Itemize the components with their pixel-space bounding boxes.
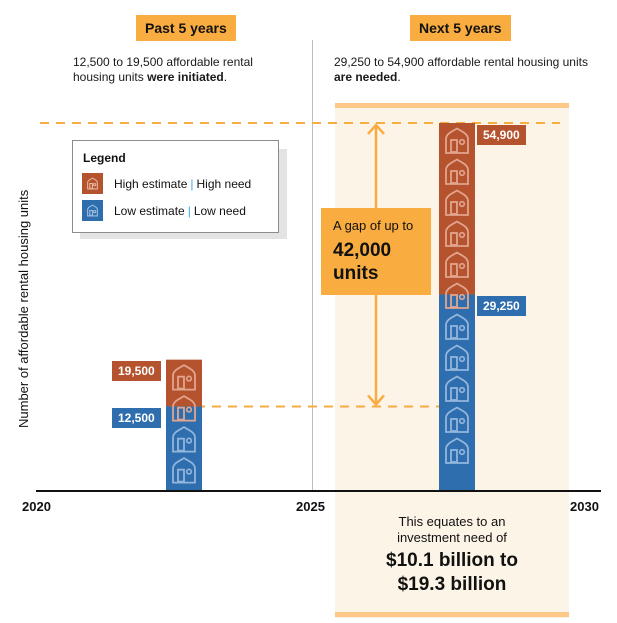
house-icon: [445, 189, 469, 216]
gap-callout-intro: A gap of up to: [333, 218, 414, 233]
house-icon: [445, 251, 469, 278]
legend-item-low: Low estimate | Low need: [82, 200, 246, 221]
gap-callout: A gap of up to 42,000 units: [321, 208, 431, 295]
next-description: 29,250 to 54,900 affordable rental housi…: [334, 55, 588, 84]
house-icon: [445, 220, 469, 247]
legend-swatch-high: [82, 173, 103, 194]
house-icon: [87, 204, 98, 217]
legend: Legend High estimate | High need Low estim…: [72, 140, 279, 233]
gap-arrow-head-up: [367, 123, 385, 135]
x-tick-2025: 2025: [296, 499, 325, 514]
future-band-top-bar: [335, 103, 569, 108]
house-icon: [445, 344, 469, 371]
period-divider-2025: [312, 40, 313, 491]
legend-title: Legend: [83, 151, 126, 165]
value-label-past-low: 12,500: [112, 408, 161, 429]
x-tick-2020: 2020: [22, 499, 51, 514]
investment-note: This equates to an investment need of $1…: [335, 514, 569, 597]
house-icon: [172, 457, 196, 484]
legend-item-high: High estimate | High need: [82, 173, 251, 194]
x-tick-2030: 2030: [570, 499, 599, 514]
house-icon: [172, 426, 196, 453]
past-description: 12,500 to 19,500 affordable rental housi…: [73, 55, 253, 84]
investment-amount: $10.1 billion to $19.3 billion: [386, 550, 518, 595]
value-label-past-high: 19,500: [112, 360, 161, 381]
legend-swatch-low: [82, 200, 103, 221]
future-band-bottom-bar: [335, 612, 569, 617]
value-label-next-high: 54,900: [477, 125, 526, 145]
x-axis: [36, 490, 601, 492]
house-icon: [445, 127, 469, 154]
house-icon: [87, 177, 98, 190]
next-period-tag: Next 5 years: [410, 15, 511, 41]
house-icon: [445, 375, 469, 402]
gap-callout-unit: units: [333, 263, 379, 284]
house-icon: [445, 406, 469, 433]
gap-callout-value: 42,000: [333, 240, 392, 261]
house-icon: [445, 313, 469, 340]
gap-arrow-head-down: [367, 394, 385, 407]
house-icon: [172, 364, 196, 391]
value-label-next-low: 29,250: [477, 296, 526, 317]
house-icon: [445, 158, 469, 185]
house-icon: [445, 282, 469, 309]
house-icon: [445, 437, 469, 464]
past-period-tag: Past 5 years: [136, 15, 236, 41]
house-icon: [172, 395, 196, 422]
